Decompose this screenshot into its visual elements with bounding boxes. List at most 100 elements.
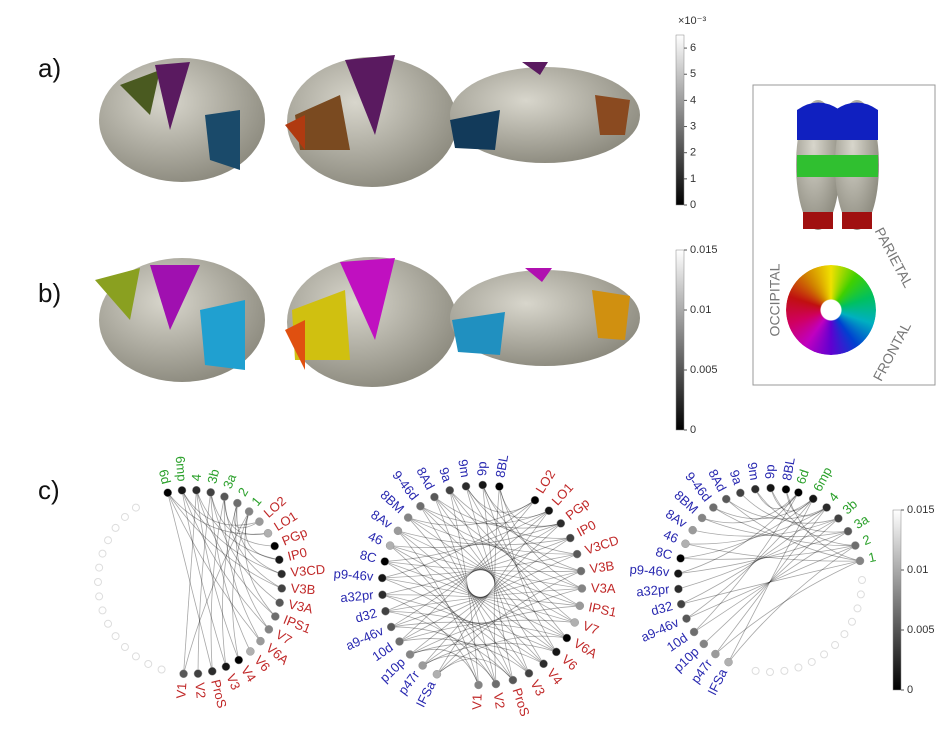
node	[856, 557, 864, 565]
node-label: V1	[469, 694, 485, 710]
empty-node	[781, 667, 788, 674]
node-label: 8BL	[492, 453, 511, 478]
node	[690, 628, 698, 636]
node-label: 4	[189, 473, 204, 481]
node-label: V6	[559, 652, 581, 674]
node	[576, 602, 584, 610]
node	[255, 518, 263, 526]
empty-node	[132, 653, 139, 660]
node	[677, 554, 685, 562]
edge	[715, 561, 860, 654]
node	[208, 667, 216, 675]
node-label: 9m	[745, 461, 763, 481]
node	[207, 488, 215, 496]
node-label: IP0	[574, 517, 598, 539]
node	[194, 670, 202, 678]
colorbar-tick-label: 0.005	[690, 364, 718, 376]
node-label: 8C	[358, 547, 378, 565]
empty-node	[105, 537, 112, 544]
empty-node	[145, 660, 152, 667]
node-label: 2	[860, 532, 872, 549]
node-label: V3CD	[290, 562, 326, 580]
node	[677, 600, 685, 608]
node-label: ProS	[510, 686, 533, 718]
colorbar-tick-label: 3	[690, 120, 696, 132]
empty-node	[857, 591, 864, 598]
node	[245, 508, 253, 516]
node-label: p9-46v	[629, 562, 670, 580]
node	[809, 495, 817, 503]
node	[725, 658, 733, 666]
node	[698, 514, 706, 522]
node	[689, 526, 697, 534]
colorbar-exponent: ×10⁻³	[678, 15, 706, 27]
empty-node	[832, 642, 839, 649]
edge	[715, 508, 826, 655]
node-label: V2	[491, 692, 508, 710]
empty-node	[95, 579, 102, 586]
node	[794, 489, 802, 497]
node-label: 9p	[762, 464, 777, 479]
node	[265, 625, 273, 633]
node-label: 8C	[654, 544, 674, 562]
empty-node	[132, 504, 139, 511]
node	[674, 585, 682, 593]
node	[681, 540, 689, 548]
node	[682, 615, 690, 623]
edge	[681, 561, 860, 604]
color-wheel	[786, 265, 876, 355]
node-label: V2	[192, 682, 208, 699]
node-label: 4	[825, 489, 841, 504]
node	[475, 681, 483, 689]
node	[394, 527, 402, 535]
edge	[729, 546, 856, 663]
node	[674, 570, 682, 578]
node-label: 9p	[474, 461, 489, 476]
empty-node	[112, 524, 119, 531]
node-label: 3b	[839, 496, 860, 517]
node	[552, 648, 560, 656]
empty-node	[112, 633, 119, 640]
node-label: 9a	[436, 465, 455, 484]
empty-node	[841, 631, 848, 638]
node	[276, 599, 284, 607]
node-label: 46	[366, 528, 385, 547]
node-label: 1	[867, 549, 877, 565]
empty-node	[105, 620, 112, 627]
node-label: d32	[649, 598, 674, 618]
node	[404, 514, 412, 522]
node-label: 2	[235, 485, 252, 499]
panel-label: c)	[38, 475, 60, 505]
empty-node	[96, 593, 103, 600]
node-label: V4	[544, 666, 566, 688]
node	[823, 504, 831, 512]
colorbar-tick-label: 0.015	[690, 244, 718, 256]
empty-node	[121, 513, 128, 520]
node	[387, 623, 395, 631]
colorbar-tick-label: 0.01	[907, 564, 928, 576]
node	[479, 481, 487, 489]
empty-node	[752, 667, 759, 674]
colorbar	[893, 510, 901, 690]
node	[492, 680, 500, 688]
node-label: 6d	[156, 468, 174, 486]
node	[192, 486, 200, 494]
node-label: 3b	[204, 468, 222, 485]
colorbar-tick-label: 1	[690, 173, 696, 185]
colorbar-tick-label: 0.005	[907, 624, 935, 636]
node	[256, 637, 264, 645]
node	[844, 527, 852, 535]
node	[271, 542, 279, 550]
node	[540, 660, 548, 668]
node	[566, 534, 574, 542]
colorbar-tick-label: 0	[690, 199, 696, 211]
node	[233, 499, 241, 507]
node	[700, 640, 708, 648]
node-label: IPS1	[587, 599, 618, 620]
edge	[245, 512, 275, 617]
node	[709, 504, 717, 512]
node-label: 1	[248, 494, 264, 509]
node	[235, 656, 243, 664]
node-label: 3a	[851, 511, 872, 532]
node	[222, 663, 230, 671]
